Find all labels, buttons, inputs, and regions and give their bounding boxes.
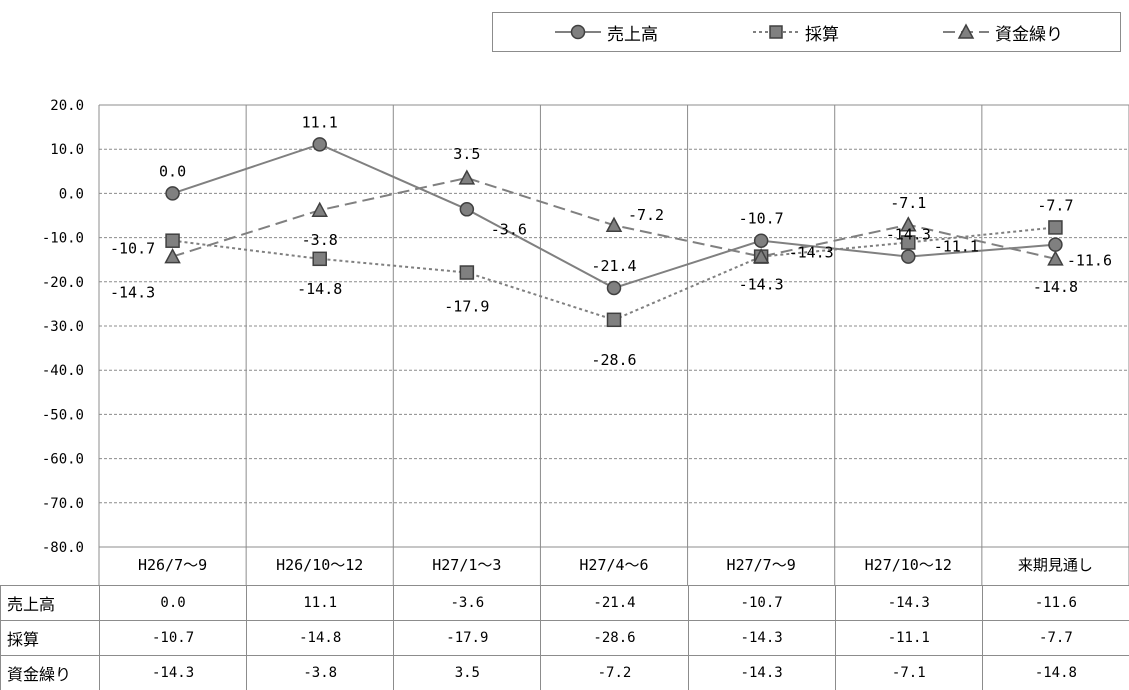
data-label: -28.6 [591,351,636,369]
data-point-circle [755,234,768,247]
data-label: -14.8 [297,280,342,298]
table-cell: -10.7 [100,621,247,656]
table-cell: -11.1 [835,621,982,656]
table-cell: -28.6 [541,621,688,656]
table-cell: -14.8 [982,656,1129,690]
x-tick-label: H27/1～3 [432,556,501,574]
legend-label: 採算 [805,20,839,45]
table-cell: -3.6 [394,586,541,621]
legend-label: 資金繰り [995,20,1063,45]
row-header: 売上高 [1,586,100,621]
table-cell: 3.5 [394,656,541,690]
data-point-square [166,234,179,247]
data-label: -21.4 [591,257,636,275]
data-point-circle [608,281,621,294]
table-cell: -3.8 [247,656,394,690]
table-cell: -14.3 [835,586,982,621]
data-label: -14.3 [739,276,784,294]
data-label: -7.1 [890,194,926,212]
data-point-square [313,252,326,265]
table-cell: -7.1 [835,656,982,690]
data-point-triangle [313,203,327,216]
table-cell: -10.7 [688,586,835,621]
y-tick-label: -60.0 [42,452,84,468]
y-axis-tick-labels: -80.0 -70.0 -60.0 -50.0 -40.0 -30.0 -20.0 -10.0… [42,98,84,556]
data-label: -14.3 [110,284,155,302]
y-tick-label: -80.0 [42,540,84,556]
data-point-triangle [460,171,474,184]
data-point-triangle [607,218,621,231]
y-tick-label: -40.0 [42,363,84,379]
table-cell: -14.3 [688,656,835,690]
y-tick-label: -20.0 [42,275,84,291]
x-tick-label: 来期見通し [1018,556,1093,574]
legend-item-series-1: 売上高 [553,13,658,51]
legend-line-square-icon [751,22,801,42]
legend-item-series-3: 資金繰り [941,13,1063,51]
data-label: -14.3 [886,226,931,244]
table-cell: -11.6 [982,586,1129,621]
data-point-square [608,313,621,326]
y-tick-label: -50.0 [42,407,84,423]
legend-line-circle-icon [553,22,603,42]
row-header: 採算 [1,621,100,656]
data-label: -3.6 [491,220,527,238]
data-labels: 0.0 11.1 -3.6 -21.4 -10.7 -14.3 -11.6 -10.7 -14.… [110,113,1112,368]
data-point-square [1049,221,1062,234]
y-tick-label: -10.0 [42,231,84,247]
data-point-square [460,266,473,279]
x-tick-label: H27/7～9 [727,556,796,574]
table-cell: 0.0 [100,586,247,621]
y-tick-label: -70.0 [42,496,84,512]
data-label: 0.0 [159,162,186,180]
row-header: 資金繰り [1,656,100,690]
y-tick-label: -30.0 [42,319,84,335]
y-tick-label: 0.0 [59,186,84,202]
table-cell: -7.7 [982,621,1129,656]
data-point-circle [313,138,326,151]
legend-label: 売上高 [607,20,658,45]
data-label: -11.6 [1067,252,1112,270]
y-tick-label: 20.0 [50,98,84,114]
x-tick-label: H26/10～12 [276,556,363,574]
legend-item-series-2: 採算 [751,13,839,51]
x-axis-tick-labels: H26/7～9 H26/10～12 H27/1～3 H27/4～6 H27/7～9 H27… [138,556,1093,574]
data-point-circle [166,187,179,200]
x-tick-label: H27/10～12 [865,556,952,574]
y-tick-label: 10.0 [50,142,84,158]
legend-line-triangle-icon [941,22,991,42]
chart-legend: 売上高 採算 資金繰り [492,12,1121,52]
x-tick-label: H26/7～9 [138,556,207,574]
table-cell: -14.8 [247,621,394,656]
data-label: -10.7 [739,210,784,228]
table-cell: -17.9 [394,621,541,656]
data-label: -10.7 [110,240,155,258]
table-cell: -14.3 [688,621,835,656]
gridlines [99,105,1129,585]
data-label: -17.9 [444,298,489,316]
data-point-circle [1049,238,1062,251]
data-label: -3.8 [302,231,338,249]
table-cell: -14.3 [100,656,247,690]
data-label: -14.8 [1033,278,1078,296]
data-point-circle [460,203,473,216]
table-cell: -21.4 [541,586,688,621]
data-table-row: 採算-10.7-14.8-17.9-28.6-14.3-11.1-7.7 [1,621,1129,656]
table-cell: 11.1 [247,586,394,621]
data-label: -11.1 [934,237,979,255]
data-label: -14.3 [789,244,834,262]
x-tick-label: H27/4～6 [579,556,648,574]
data-label: 3.5 [453,145,480,163]
data-label: -7.7 [1037,196,1073,214]
data-label: 11.1 [302,113,338,131]
table-cell: -7.2 [541,656,688,690]
data-label: -7.2 [628,206,664,224]
data-point-circle [902,250,915,263]
